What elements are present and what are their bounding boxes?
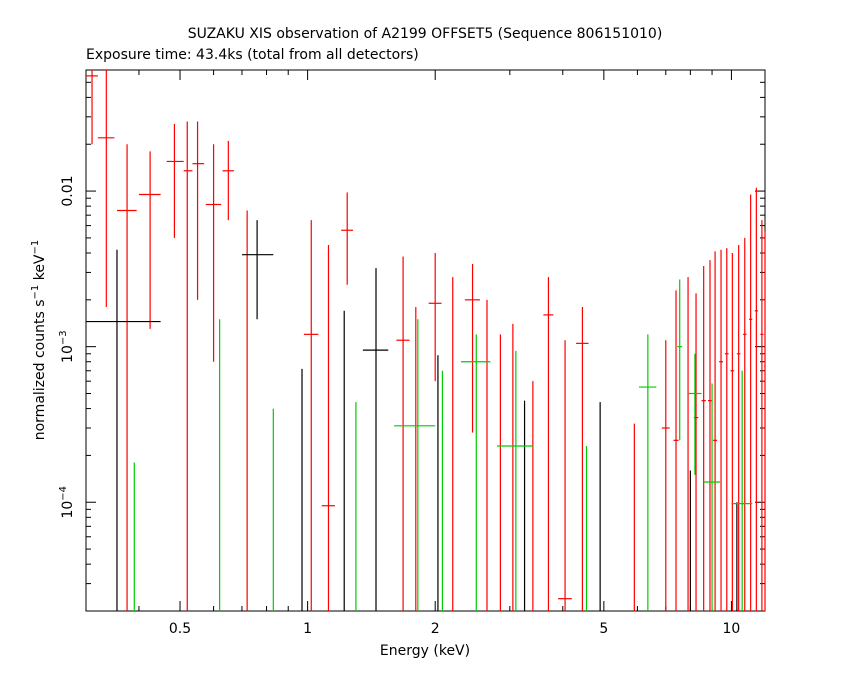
plot-frame [85, 69, 766, 612]
y-tick-label: 10−4 [58, 486, 76, 519]
y-tick-exp: −4 [58, 486, 69, 501]
y-tick-exp: −3 [58, 330, 69, 345]
y-label-unit: keV [32, 254, 48, 285]
series-1 [86, 220, 738, 611]
y-axis-label: normalized counts s−1 keV−1 [30, 240, 48, 441]
plot-area [85, 69, 766, 612]
chart-title: SUZAKU XIS observation of A2199 OFFSET5 … [188, 26, 663, 42]
y-tick-text: 0.01 [60, 175, 76, 206]
x-tick-label: 0.5 [169, 621, 191, 637]
y-tick-text: 10−4 [58, 486, 76, 519]
x-tick-label: 1 [303, 621, 312, 637]
y-tick-base: 10 [60, 501, 76, 519]
x-axis-label: Energy (keV) [380, 643, 470, 659]
x-tick-label: 5 [599, 621, 608, 637]
y-label-exp1: −1 [30, 285, 41, 300]
series-0 [86, 70, 766, 611]
series-2 [133, 279, 753, 611]
x-tick-label: 10 [723, 621, 741, 637]
y-tick-label: 10−3 [58, 330, 76, 363]
y-tick-base: 10 [60, 345, 76, 363]
x-tick-label: 2 [431, 621, 440, 637]
x-axis: 0.5 1 2 5 10 [85, 70, 741, 637]
series-layer [86, 70, 766, 611]
y-tick-text: 10−3 [58, 330, 76, 363]
y-label-exp2: −1 [30, 240, 41, 255]
y-tick-label: 0.01 [60, 175, 76, 206]
chart-subtitle: Exposure time: 43.4ks (total from all de… [86, 47, 419, 63]
